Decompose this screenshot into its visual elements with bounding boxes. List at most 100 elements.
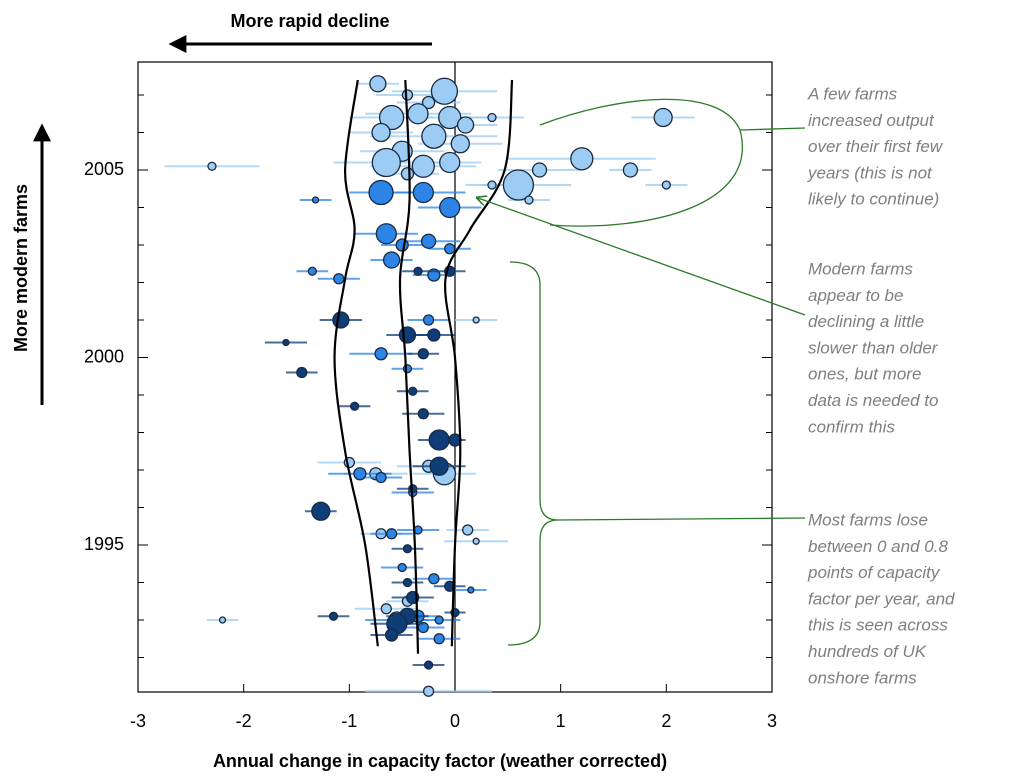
leader-arrow <box>478 198 806 316</box>
point <box>429 456 449 476</box>
series <box>164 75 695 697</box>
point <box>412 181 434 204</box>
point <box>395 238 409 252</box>
point <box>462 524 474 536</box>
annotation: Most farms lose <box>808 510 928 529</box>
point <box>375 223 397 245</box>
point <box>411 154 435 178</box>
point <box>434 615 444 625</box>
annotation: factor per year, and <box>808 589 955 608</box>
point <box>408 386 418 396</box>
annotation: declining a little <box>808 312 924 331</box>
x-tick-label: -3 <box>130 711 146 731</box>
point <box>369 75 387 93</box>
point <box>433 633 445 645</box>
annotation: Modern farms <box>808 259 913 278</box>
plot-area: -3 -2 -1 0 1 2 3 1995 2000 2005 <box>84 61 777 731</box>
leader <box>739 127 806 131</box>
point <box>438 105 462 130</box>
point <box>421 95 436 110</box>
point <box>428 429 450 451</box>
point <box>417 408 429 420</box>
point <box>456 116 475 134</box>
leader <box>557 517 806 521</box>
annotation: onshore farms <box>808 668 917 687</box>
point <box>622 162 639 178</box>
point <box>472 537 480 545</box>
point <box>328 611 339 621</box>
point <box>380 603 392 615</box>
point <box>531 162 548 178</box>
series <box>264 265 466 670</box>
point <box>218 616 227 624</box>
point <box>428 573 440 585</box>
x-tick-label: 3 <box>767 711 777 731</box>
point <box>382 251 401 269</box>
point <box>427 328 441 342</box>
x-tick-label: 1 <box>556 711 566 731</box>
annotation: over their first few <box>808 137 944 156</box>
point <box>375 471 387 484</box>
y-arrow-label: More modern farms <box>11 184 31 352</box>
x-tick-label: -1 <box>341 711 357 731</box>
point <box>422 685 435 697</box>
x-axis-label: Annual change in capacity factor (weathe… <box>213 751 667 771</box>
annotation: confirm this <box>808 417 895 436</box>
bracket <box>507 261 559 646</box>
x-tick-label: 2 <box>661 711 671 731</box>
point <box>378 104 405 131</box>
annotation: data is needed to <box>808 391 938 410</box>
point <box>444 243 456 255</box>
point <box>417 348 429 360</box>
top-arrow-label: More rapid decline <box>230 11 389 31</box>
trend-curve <box>443 79 514 647</box>
point <box>421 123 447 149</box>
point <box>402 544 413 554</box>
point <box>444 580 456 592</box>
annotation: appear to be <box>808 286 903 305</box>
point <box>430 77 459 105</box>
y-tick-label: 2000 <box>84 346 124 366</box>
annotations: A few farms increased output over their fi… <box>807 84 955 687</box>
point <box>296 366 308 379</box>
point <box>371 122 391 143</box>
point <box>487 112 497 123</box>
point <box>333 273 345 285</box>
point <box>368 179 394 206</box>
point <box>353 467 367 481</box>
point <box>282 338 290 347</box>
point <box>472 316 480 324</box>
point <box>467 586 475 594</box>
trend-curve <box>333 79 379 647</box>
point <box>349 401 360 411</box>
x-tick-label: -2 <box>236 711 252 731</box>
y-tick-label: 2005 <box>84 159 124 179</box>
point <box>423 660 434 670</box>
point <box>407 103 429 125</box>
point <box>661 180 671 190</box>
annotation: years (this is not <box>807 163 933 182</box>
point <box>502 169 535 201</box>
point <box>422 314 435 326</box>
point <box>653 107 673 128</box>
trend-curve <box>398 79 420 654</box>
point <box>524 195 534 205</box>
point <box>570 147 594 171</box>
x-tick-label: 0 <box>450 711 460 731</box>
point <box>311 501 331 521</box>
point <box>413 266 423 276</box>
annotation: this is seen across <box>808 616 948 635</box>
point <box>307 266 318 276</box>
annotation: hundreds of UK <box>808 642 927 661</box>
point <box>332 311 350 329</box>
point <box>397 562 407 573</box>
point <box>384 628 399 642</box>
annotation: between 0 and 0.8 <box>808 537 948 556</box>
point <box>311 196 320 204</box>
annotation: A few farms <box>807 84 898 103</box>
point <box>374 347 388 361</box>
y-tick-label: 1995 <box>84 534 124 554</box>
point <box>400 167 415 181</box>
annotation-shapes <box>478 98 806 646</box>
